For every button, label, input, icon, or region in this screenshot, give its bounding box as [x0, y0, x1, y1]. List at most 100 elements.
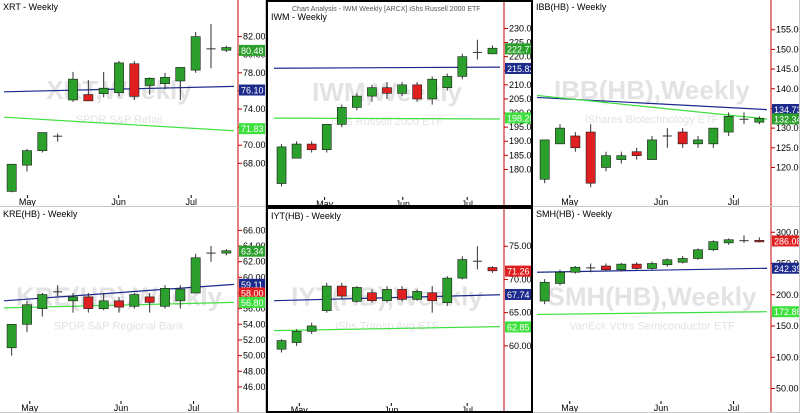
- candle: [114, 61, 124, 97]
- y-tick-label: 78.00: [243, 68, 266, 78]
- candle: [367, 84, 377, 102]
- candle: [631, 147, 642, 160]
- chart-title: IYT(HB) - Weekly: [271, 211, 341, 221]
- candle: [601, 263, 611, 271]
- candle: [352, 286, 362, 303]
- y-tick-label: 70.00: [509, 274, 532, 284]
- candle: [739, 112, 749, 125]
- candle: [382, 286, 392, 303]
- candle: [291, 141, 302, 159]
- candle: [6, 324, 17, 356]
- x-tick-label: May: [316, 199, 334, 207]
- y-tick-label: 150.00: [776, 321, 800, 331]
- last-value-badge: 286.08: [772, 235, 800, 247]
- y-tick-label: 150.00: [776, 44, 800, 54]
- y-tick-label: 82.00: [243, 32, 266, 42]
- y-tick-label: 180.00: [509, 164, 533, 174]
- svg-text:62.85: 62.85: [507, 322, 530, 332]
- chart-panel-ibb[interactable]: IBB(HB),Weekly iShares Biotechnology ETF I…: [533, 0, 800, 207]
- svg-text:80.48: 80.48: [241, 46, 264, 56]
- candle: [487, 45, 498, 55]
- candle: [367, 289, 377, 303]
- x-tick-label: Jun: [111, 197, 126, 207]
- x-tick-label: Jul: [461, 199, 473, 207]
- y-tick-label: 220.00: [509, 52, 533, 62]
- candle: [336, 282, 347, 300]
- candle: [723, 112, 734, 136]
- x-tick-label: May: [19, 197, 37, 207]
- candle: [570, 132, 581, 152]
- last-value-badge: 62.85: [505, 321, 531, 333]
- chart-svg: Chart Analysis - IWM Weekly [ARCX] iShs …: [271, 2, 533, 207]
- svg-text:132.34: 132.34: [774, 114, 800, 124]
- candle: [306, 322, 317, 334]
- candle: [37, 132, 48, 153]
- y-tick-label: 225.00: [509, 38, 533, 48]
- chart-svg: SMH(HB),Weekly VanEck Vctrs Semiconductor…: [536, 207, 800, 413]
- candle: [144, 77, 155, 95]
- y-tick-label: 60.00: [243, 272, 266, 282]
- candle: [472, 39, 482, 60]
- x-tick-label: Jun: [654, 197, 669, 207]
- chart-title: IBB(HB) - Weekly: [536, 2, 607, 12]
- candle: [457, 256, 468, 280]
- last-value-badge: 172.86: [772, 306, 799, 318]
- svg-text:215.82: 215.82: [507, 64, 533, 74]
- x-tick-label: May: [561, 403, 579, 413]
- candle: [53, 285, 63, 297]
- candle: [276, 339, 287, 353]
- chart-title: XRT - Weekly: [3, 2, 59, 12]
- moving-average-green: [536, 311, 768, 316]
- svg-text:286.08: 286.08: [774, 236, 800, 246]
- candle: [647, 261, 657, 270]
- candle: [754, 116, 765, 125]
- svg-text:134.73: 134.73: [774, 105, 800, 115]
- y-tick-label: 210.00: [509, 80, 533, 90]
- candle: [412, 82, 422, 102]
- candle: [276, 144, 287, 187]
- y-tick-label: 66.00: [243, 225, 266, 235]
- last-value-badge: 56.80: [239, 296, 265, 308]
- candle: [397, 82, 407, 97]
- last-value-badge: 58.00: [239, 287, 265, 299]
- x-tick-label: Jun: [114, 403, 129, 413]
- candle: [129, 61, 140, 100]
- watermark-description: iShs Russell 2000 ETF: [331, 116, 443, 128]
- candle: [570, 266, 581, 274]
- chart-window-header: Chart Analysis - IWM Weekly [ARCX] iShs …: [292, 6, 481, 13]
- y-tick-label: 50.00: [243, 351, 266, 361]
- candle: [708, 127, 719, 148]
- candle: [662, 128, 672, 148]
- candle: [412, 289, 422, 301]
- chart-panel-smh[interactable]: SMH(HB),Weekly VanEck Vctrs Semiconductor…: [533, 207, 800, 413]
- y-tick-label: 48.00: [243, 366, 266, 376]
- candle: [98, 293, 109, 311]
- candle: [723, 238, 734, 245]
- candle: [53, 133, 63, 142]
- chart-title: KRE(HB) - Weekly: [3, 209, 78, 219]
- candle: [555, 124, 565, 145]
- watermark-description: iShs Transp Avg ETF: [335, 321, 438, 333]
- y-tick-label: 75.00: [509, 241, 532, 251]
- chart-panel-iwm[interactable]: Chart Analysis - IWM Weekly [ARCX] iShs …: [266, 0, 533, 207]
- svg-text:71.83: 71.83: [241, 124, 264, 134]
- x-tick-label: Jun: [384, 405, 399, 413]
- chart-panel-iyt[interactable]: IYT(HB),WeeklyiShs Transp Avg ETFIYT(HB)…: [266, 207, 533, 413]
- y-tick-label: 120.00: [776, 162, 800, 172]
- y-tick-label: 230.00: [509, 23, 533, 33]
- candle: [382, 82, 392, 99]
- moving-average-green: [3, 116, 235, 132]
- candle: [457, 53, 468, 80]
- y-tick-label: 130.00: [776, 123, 800, 133]
- x-tick-label: May: [291, 405, 309, 413]
- last-value-badge: 76.10: [239, 84, 265, 96]
- y-tick-label: 125.00: [776, 143, 800, 153]
- candle: [487, 266, 498, 273]
- chart-title: SMH(HB) - Weekly: [536, 209, 612, 219]
- x-tick-label: Jun: [396, 199, 411, 207]
- last-value-badge: 80.48: [239, 44, 265, 56]
- candle: [144, 293, 155, 313]
- chart-panel-kre[interactable]: KRE(HB),Weekly SPDR S&P Regional Bank KRE(…: [0, 207, 266, 413]
